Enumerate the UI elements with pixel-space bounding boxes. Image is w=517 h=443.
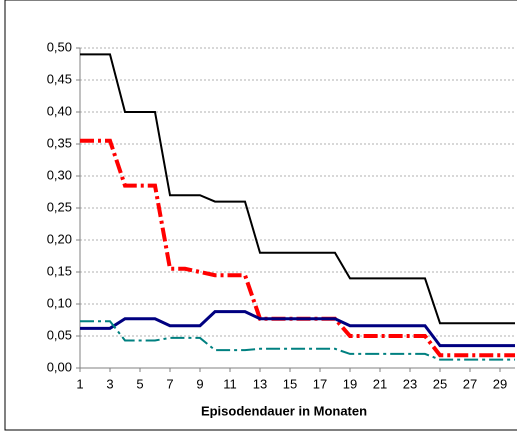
y-tick-label: 0,15 xyxy=(47,263,72,278)
x-tick-label: 27 xyxy=(463,376,477,391)
x-tick-label: 23 xyxy=(403,376,417,391)
x-tick-label: 7 xyxy=(166,376,173,391)
x-tick-label: 17 xyxy=(313,376,327,391)
x-tick-label: 11 xyxy=(223,376,237,391)
x-tick-label: 25 xyxy=(433,376,447,391)
y-tick-label: 0,30 xyxy=(47,167,72,182)
x-axis-label: Episodendauer in Monaten xyxy=(201,403,367,418)
y-tick-label: 0,25 xyxy=(47,199,72,214)
y-tick-label: 0,35 xyxy=(47,135,72,150)
x-tick-label: 13 xyxy=(253,376,267,391)
y-tick-label: 0,05 xyxy=(47,327,72,342)
y-tick-label: 0,00 xyxy=(47,359,72,374)
y-tick-label: 0,20 xyxy=(47,231,72,246)
x-tick-label: 3 xyxy=(106,376,113,391)
x-tick-label: 15 xyxy=(283,376,297,391)
x-tick-label: 29 xyxy=(493,376,507,391)
x-tick-label: 21 xyxy=(373,376,387,391)
x-tick-label: 19 xyxy=(343,376,357,391)
y-tick-label: 0,45 xyxy=(47,71,72,86)
y-tick-label: 0,10 xyxy=(47,295,72,310)
y-tick-label: 0,50 xyxy=(47,39,72,54)
x-tick-label: 5 xyxy=(136,376,143,391)
series-line xyxy=(80,310,515,348)
x-tick-label: 1 xyxy=(76,376,83,391)
chart-border xyxy=(4,0,517,431)
y-tick-label: 0,40 xyxy=(47,103,72,118)
series-line xyxy=(80,320,515,361)
series-line xyxy=(80,53,515,325)
x-tick-label: 9 xyxy=(196,376,203,391)
